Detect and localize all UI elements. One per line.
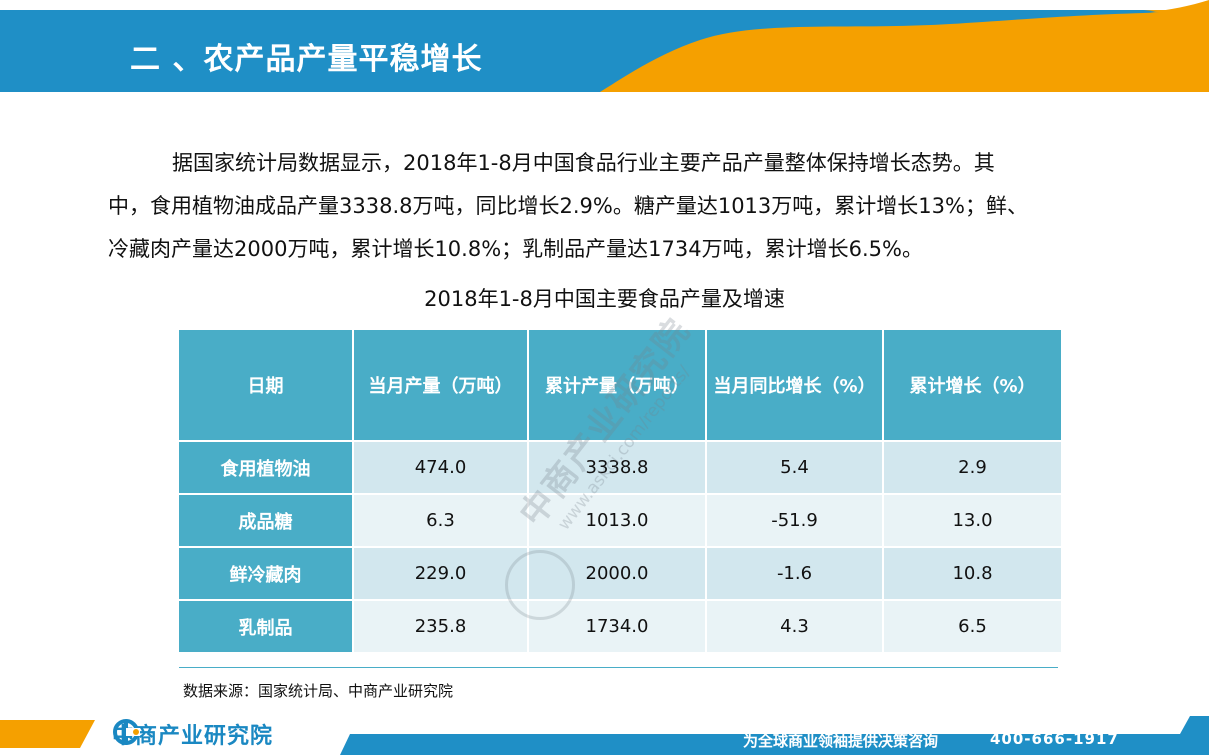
data-source-note: 数据来源：国家统计局、中商产业研究院 (183, 682, 454, 700)
table-cell: 2.9 (884, 442, 1061, 495)
table-caption: 2018年1-8月中国主要食品产量及增速 (424, 287, 785, 311)
page-title: 二 、农产品产量平稳增长 (130, 42, 483, 77)
table-bottom-divider (179, 667, 1058, 668)
row-label: 食用植物油 (179, 442, 354, 495)
table-cell: 1013.0 (529, 495, 707, 548)
paragraph-line: 中，食用植物油成品产量3338.8万吨，同比增长2.9%。糖产量达1013万吨，… (108, 194, 1028, 218)
table-cell: 3338.8 (529, 442, 707, 495)
row-label: 鲜冷藏肉 (179, 548, 354, 601)
table-cell: 235.8 (354, 601, 529, 654)
column-header: 累计增长（%） (884, 330, 1061, 442)
paragraph-line: 冷藏肉产量达2000万吨，累计增长10.8%；乳制品产量达1734万吨，累计增长… (108, 237, 923, 261)
production-table: 日期 当月产量（万吨） 累计产量（万吨） 当月同比增长（%） 累计增长（%） 食… (179, 330, 1061, 654)
table-cell: 474.0 (354, 442, 529, 495)
table-row: 食用植物油 474.0 3338.8 5.4 2.9 (179, 442, 1061, 495)
footer-logo: 中商产业研究院 (112, 718, 273, 750)
company-logo-icon (113, 719, 140, 745)
table-cell: 4.3 (707, 601, 884, 654)
footer-background (0, 716, 1209, 755)
table-cell: 13.0 (884, 495, 1061, 548)
column-header: 日期 (179, 330, 354, 442)
intro-paragraph: 据国家统计局数据显示，2018年1-8月中国食品行业主要产品产量整体保持增长态势… (108, 142, 1108, 271)
footer-phone: 400-666-1917 (990, 730, 1119, 748)
paragraph-line: 据国家统计局数据显示，2018年1-8月中国食品行业主要产品产量整体保持增长态势… (172, 151, 995, 175)
table-cell: 229.0 (354, 548, 529, 601)
table-cell: 2000.0 (529, 548, 707, 601)
table-row: 鲜冷藏肉 229.0 2000.0 -1.6 10.8 (179, 548, 1061, 601)
footer-slogan: 为全球商业领袖提供决策咨询 (743, 732, 939, 750)
column-header: 当月同比增长（%） (707, 330, 884, 442)
table-cell: 1734.0 (529, 601, 707, 654)
header-background (0, 0, 1209, 92)
table-cell: 6.5 (884, 601, 1061, 654)
row-label: 成品糖 (179, 495, 354, 548)
table-header-row: 日期 当月产量（万吨） 累计产量（万吨） 当月同比增长（%） 累计增长（%） (179, 330, 1061, 442)
page-footer: 中商产业研究院 为全球商业领袖提供决策咨询 400-666-1917 (0, 712, 1209, 755)
table-cell: 5.4 (707, 442, 884, 495)
table-cell: 10.8 (884, 548, 1061, 601)
column-header: 当月产量（万吨） (354, 330, 529, 442)
table-cell: -51.9 (707, 495, 884, 548)
page-header: 二 、农产品产量平稳增长 (0, 0, 1209, 92)
row-label: 乳制品 (179, 601, 354, 654)
column-header: 累计产量（万吨） (529, 330, 707, 442)
table-row: 成品糖 6.3 1013.0 -51.9 13.0 (179, 495, 1061, 548)
table-row: 乳制品 235.8 1734.0 4.3 6.5 (179, 601, 1061, 654)
table-cell: 6.3 (354, 495, 529, 548)
table-cell: -1.6 (707, 548, 884, 601)
